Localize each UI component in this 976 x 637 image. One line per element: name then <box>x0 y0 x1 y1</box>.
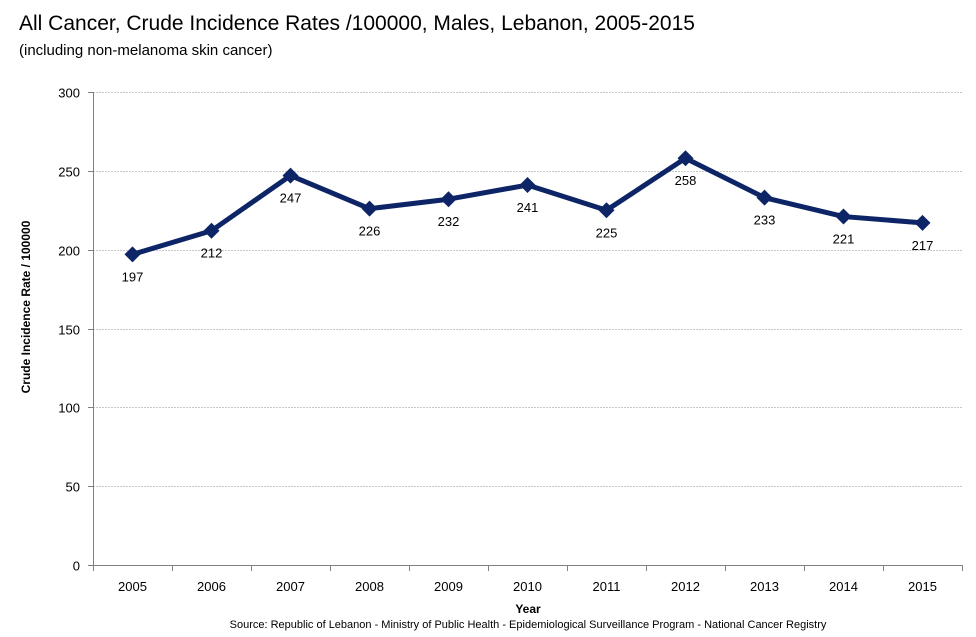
x-tick-label: 2008 <box>355 579 384 594</box>
data-point-marker <box>361 200 378 217</box>
y-tick-label: 100 <box>58 401 80 416</box>
y-tick-label: 50 <box>66 480 80 495</box>
x-tick-labels: 2005 2006 2007 2008 2009 2010 2011 2012 2013 2014… <box>118 579 937 594</box>
x-tick-label: 2011 <box>593 579 621 594</box>
data-label: 232 <box>438 214 460 229</box>
data-label: 221 <box>833 232 855 247</box>
x-tick-label: 2015 <box>908 579 937 594</box>
gridlines <box>93 92 962 487</box>
x-tick-label: 2010 <box>513 579 542 594</box>
data-point-marker <box>914 214 931 231</box>
source-note: Source: Republic of Lebanon - Ministry o… <box>229 619 827 631</box>
x-tick-label: 2014 <box>829 579 858 594</box>
data-point-marker <box>519 177 536 194</box>
chart-title: All Cancer, Crude Incidence Rates /10000… <box>19 12 695 35</box>
data-point-marker <box>440 191 457 208</box>
y-tick-label: 200 <box>58 244 80 259</box>
y-axis-label: Crude Incidence Rate / 100000 <box>19 220 33 393</box>
x-tick-label: 2009 <box>434 579 463 594</box>
data-label: 241 <box>517 200 539 215</box>
x-tick-label: 2013 <box>750 579 779 594</box>
y-tick-labels: 0 50 100 150 200 250 300 <box>58 86 80 574</box>
chart-subtitle: (including non-melanoma skin cancer) <box>19 42 273 59</box>
data-point-marker <box>835 208 852 225</box>
data-point-marker <box>756 189 773 206</box>
y-tick-label: 150 <box>58 323 80 338</box>
data-label: 226 <box>359 224 381 239</box>
data-point-marker <box>124 246 141 263</box>
data-label: 225 <box>596 225 618 240</box>
data-label: 197 <box>122 269 144 284</box>
axes <box>88 92 963 571</box>
series <box>124 150 931 263</box>
data-point-marker <box>282 167 299 184</box>
y-tick-label: 300 <box>58 86 80 101</box>
data-label: 247 <box>280 191 302 206</box>
data-label: 233 <box>754 213 776 228</box>
data-point-marker <box>677 150 694 167</box>
data-point-marker <box>598 202 615 219</box>
x-tick-label: 2012 <box>671 579 700 594</box>
x-axis-label: Year <box>515 602 541 616</box>
y-tick-label: 0 <box>73 559 80 574</box>
x-tick-label: 2006 <box>197 579 226 594</box>
x-tick-label: 2007 <box>276 579 305 594</box>
y-tick-label: 250 <box>58 165 80 180</box>
data-label: 217 <box>912 238 934 253</box>
data-label: 212 <box>201 246 223 261</box>
data-point-marker <box>203 222 220 239</box>
x-tick-label: 2005 <box>118 579 147 594</box>
data-labels: 197 212 247 226 232 241 225 258 233 221 217 <box>122 173 934 284</box>
data-label: 258 <box>675 173 697 188</box>
